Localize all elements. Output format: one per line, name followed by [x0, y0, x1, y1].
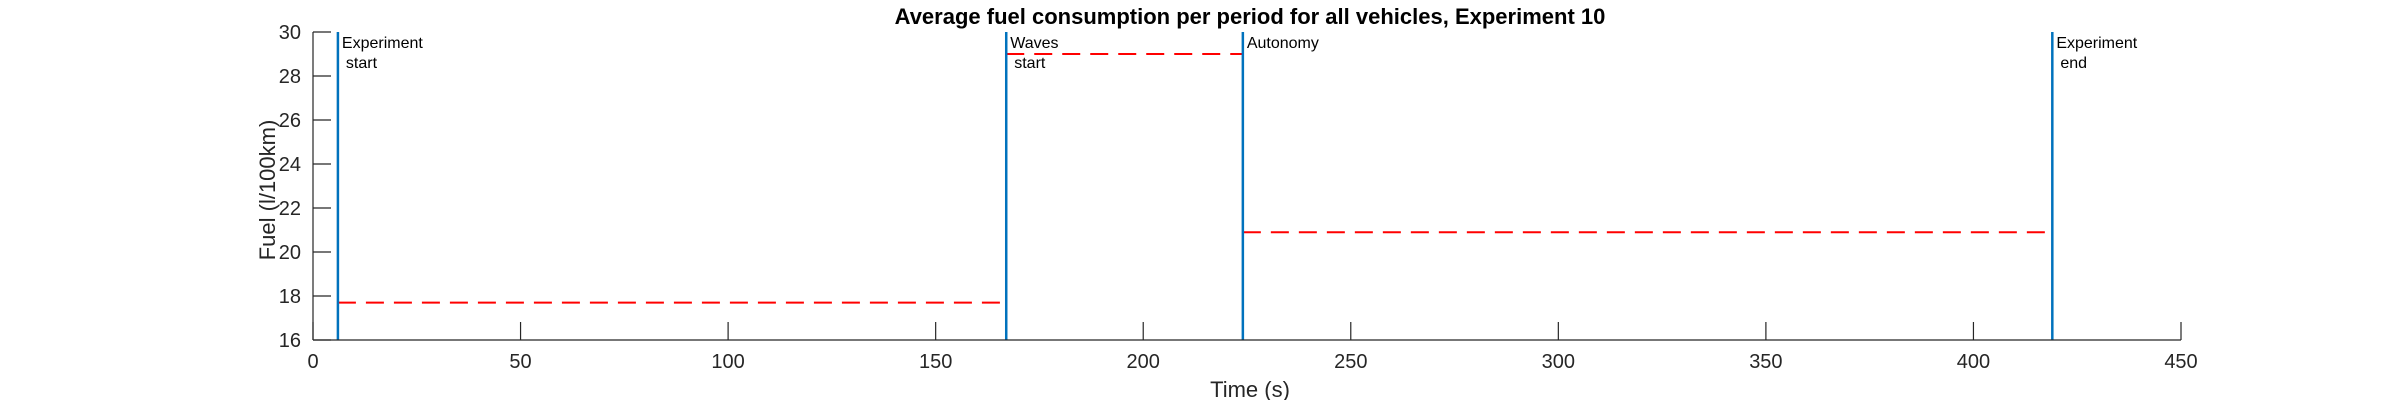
event-label-2: Autonomy [1247, 35, 1319, 52]
y-tick-label: 26 [279, 110, 301, 132]
event-label-line: Experiment [2056, 35, 2137, 52]
y-tick-label: 30 [279, 22, 301, 44]
y-axis-label: Fuel (l/100km) [255, 120, 280, 261]
x-tick-label: 450 [2164, 351, 2197, 373]
axes: 0 50 100 150 200 250 300 350 400 450 16 18 20 22 24 26 2… [279, 22, 2198, 373]
event-label-1: Waves start [1010, 35, 1058, 72]
y-tick-label: 28 [279, 66, 301, 88]
y-tick-label: 24 [279, 154, 301, 176]
x-tick-label: 0 [307, 351, 318, 373]
x-tick-label: 250 [1334, 351, 1367, 373]
x-tick-label: 350 [1749, 351, 1782, 373]
event-label-line: Experiment [342, 35, 423, 52]
x-tick-label: 50 [509, 351, 531, 373]
event-label-line: Waves [1010, 35, 1058, 52]
event-label-line: end [2060, 55, 2087, 72]
y-tick-label: 18 [279, 286, 301, 308]
chart-title: Average fuel consumption per period for … [895, 4, 1606, 29]
event-label-3: Experiment end [2056, 35, 2137, 72]
y-tick-label: 22 [279, 198, 301, 220]
x-tick-label: 100 [711, 351, 744, 373]
x-axis-label: Time (s) [1210, 377, 1290, 400]
y-tick-label: 16 [279, 330, 301, 352]
x-tick-label: 200 [1127, 351, 1160, 373]
x-tick-label: 300 [1542, 351, 1575, 373]
event-label-line: start [1014, 55, 1046, 72]
event-label-0: Experiment start [342, 35, 423, 72]
event-label-line: start [346, 55, 378, 72]
plot-lines: Experiment start Waves start Autonomy Experim… [336, 32, 2138, 340]
y-tick-label: 20 [279, 242, 301, 264]
x-tick-label: 400 [1957, 351, 1990, 373]
event-label-line: Autonomy [1247, 35, 1319, 52]
x-tick-label: 150 [919, 351, 952, 373]
